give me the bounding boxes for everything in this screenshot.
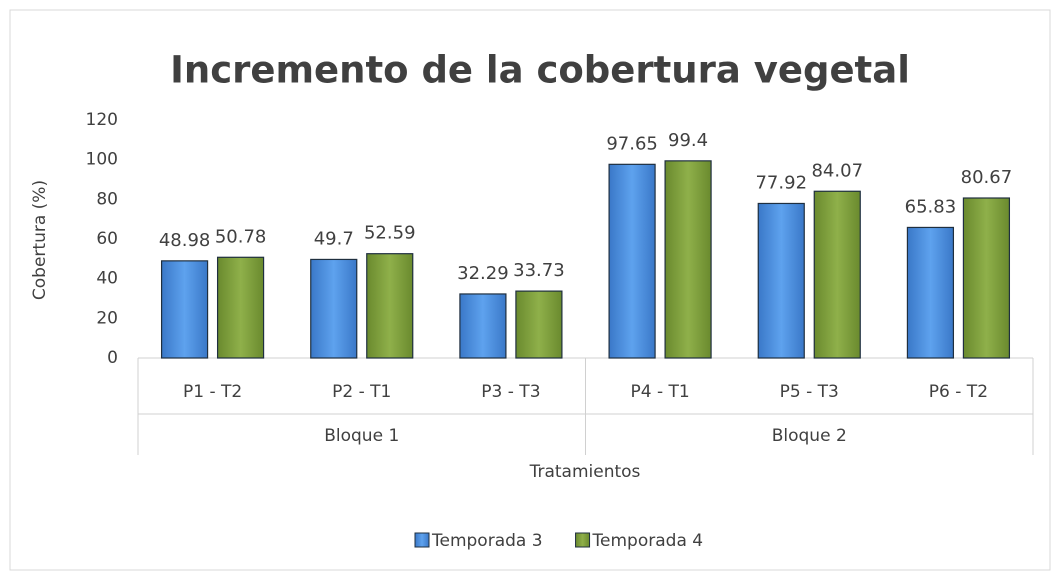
- x-tick-label: P3 - T3: [481, 382, 540, 402]
- bar: [310, 258, 358, 359]
- legend-label: Temporada 4: [592, 531, 704, 551]
- data-label: 77.92: [755, 172, 807, 193]
- x-tick-label: P5 - T3: [780, 382, 839, 402]
- y-axis-title: Cobertura (%): [30, 180, 50, 300]
- bar: [459, 293, 507, 359]
- bar: [216, 256, 265, 359]
- y-tick-label: 20: [96, 308, 118, 328]
- y-tick-label: 80: [96, 189, 118, 209]
- legend-swatch: [414, 532, 430, 548]
- data-label: 80.67: [961, 167, 1013, 188]
- y-tick-label: 100: [86, 150, 118, 170]
- data-label: 33.73: [513, 260, 565, 281]
- bar: [813, 190, 861, 359]
- x-tick-label: P4 - T1: [630, 382, 689, 402]
- group-label: Bloque 1: [324, 426, 399, 446]
- bar: [962, 197, 1011, 359]
- x-axis-title: Tratamientos: [529, 462, 641, 482]
- data-label: 32.29: [457, 263, 509, 284]
- bar: [515, 290, 563, 359]
- x-tick-label: P1 - T2: [183, 382, 242, 402]
- data-label: 52.59: [364, 223, 416, 244]
- data-label: 97.65: [606, 133, 658, 154]
- y-tick-label: 120: [86, 110, 118, 130]
- data-label: 48.98: [159, 230, 211, 251]
- data-label: 99.4: [668, 130, 708, 151]
- y-tick-label: 60: [96, 229, 118, 249]
- bar: [664, 160, 712, 359]
- bar: [757, 202, 805, 359]
- legend-label: Temporada 3: [431, 531, 543, 551]
- bar: [906, 226, 955, 359]
- data-label: 50.78: [215, 226, 267, 247]
- chart-title: Incremento de la cobertura vegetal: [170, 49, 910, 92]
- data-label: 65.83: [905, 196, 957, 217]
- data-label: 49.7: [314, 228, 354, 249]
- bar: [366, 253, 414, 359]
- group-label: Bloque 2: [772, 426, 847, 446]
- x-tick-label: P2 - T1: [332, 382, 391, 402]
- bar: [160, 260, 209, 359]
- legend-swatch: [575, 532, 591, 548]
- x-tick-label: P6 - T2: [929, 382, 988, 402]
- data-label: 84.07: [811, 160, 863, 181]
- y-tick-label: 0: [107, 348, 118, 368]
- y-tick-label: 40: [96, 269, 118, 289]
- bar: [608, 163, 656, 359]
